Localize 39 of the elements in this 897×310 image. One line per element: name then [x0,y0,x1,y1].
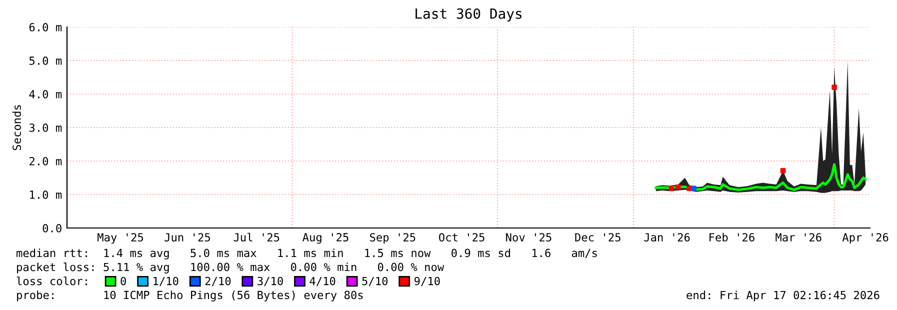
x-tick-label: Jan '26 [644,233,690,242]
point [676,184,681,190]
x-tick-label: Sep '25 [370,233,416,244]
legend-label: 2/10 [205,276,231,286]
y-tick-label: 2.0 m [30,157,62,166]
y-tick-label: 3.0 m [29,124,62,132]
x-tick-label: Aug '25 [302,233,348,244]
x-tick-label: Jul '25 [234,232,280,242]
y-axis-title: Seconds [12,105,21,150]
x-tick-label: Feb '26 [710,232,754,242]
point [832,84,837,90]
x-tick-label: Dec '25 [575,233,620,242]
point [668,186,674,192]
legend-label: 0 [120,276,126,286]
y-tick-label: 5.0 m [29,56,62,65]
y-tick-label: 0.0 [42,224,62,232]
text: probe: 10 ICMP Echo Pings (56 Bytes) every 80s [17,290,363,302]
legend-label: 1/10 [154,276,178,286]
legend-label: 9/10 [414,276,440,286]
point [780,168,786,174]
y-tick-label: 4.0 m [29,90,62,98]
x-tick-label: Apr '26 [842,233,888,244]
legend-label: 3/10 [258,276,283,286]
y-tick-label: 1.0 m [30,190,62,199]
line-series [654,163,867,192]
legend-label: 5/10 [362,276,388,286]
y-tick-label: 6.0 m [29,23,62,32]
point [691,186,696,192]
chart-title: Last 360 Days [416,8,522,22]
legend-title: loss color: [16,276,87,286]
legend-label: 4/10 [310,276,336,286]
x-tick-label: Mar '26 [776,233,822,242]
text: packet loss: 5.11 % avg 100.00 % max 0.00 % min 0.00 % now [17,262,444,274]
x-tick-label: Oct '25 [439,233,484,242]
x-tick-label: May '25 [98,233,144,244]
text: median rtt: 1.4 ms avg 5.0 ms max 1.1 ms min 1.5 ms now 0.9 ms sd 1.6 am/s [16,248,597,260]
x-tick-label: Nov '25 [506,233,552,242]
text: end: Fri Apr 17 02:16:45 2026 [686,290,880,302]
x-tick-label: Jun '25 [164,233,210,242]
